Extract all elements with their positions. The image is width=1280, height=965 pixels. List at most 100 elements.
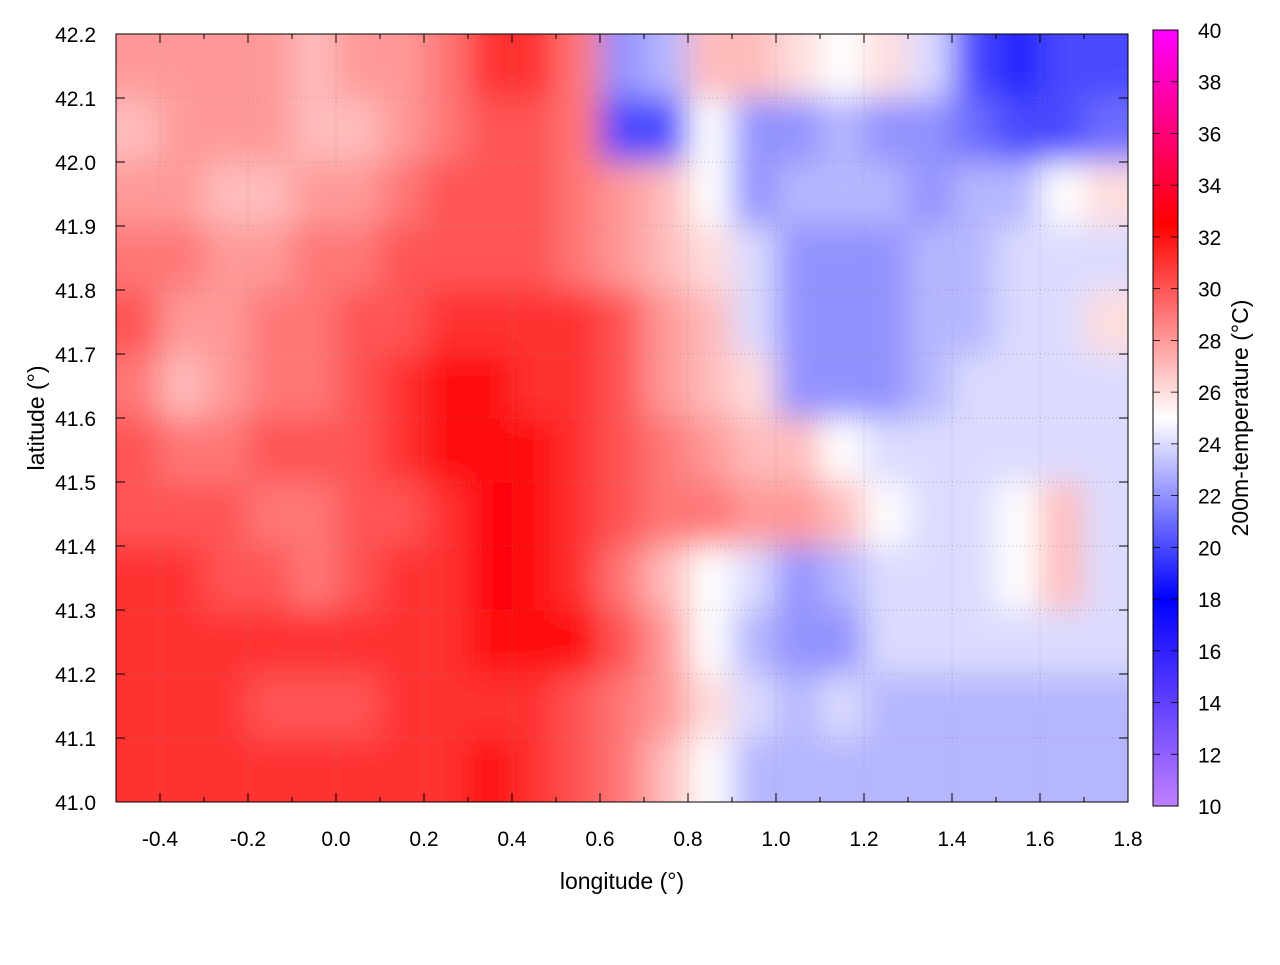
heatmap-cell	[908, 610, 953, 675]
heatmap-cell	[204, 226, 249, 291]
heatmap-cell	[644, 482, 689, 547]
heatmap-cell	[380, 738, 425, 802]
heatmap-cell	[776, 674, 821, 739]
heatmap-cell	[468, 674, 513, 739]
heatmap-cell	[820, 98, 865, 163]
heatmap-cell	[248, 674, 293, 739]
heatmap-cell	[468, 226, 513, 291]
heatmap-cell	[732, 418, 777, 483]
heatmap-cell	[864, 354, 909, 419]
heatmap-cell	[688, 418, 733, 483]
heatmap-cell	[776, 482, 821, 547]
heatmap-cell	[864, 162, 909, 227]
heatmap-cell	[424, 418, 469, 483]
heatmap-cell	[864, 610, 909, 675]
x-axis-label: longitude (°)	[560, 868, 684, 894]
heatmap-cell	[556, 354, 601, 419]
colorbar-tick-label: 40	[1198, 20, 1221, 43]
colorbar-tick-label: 10	[1198, 796, 1221, 819]
heatmap-cell	[996, 674, 1041, 739]
heatmap-cell	[556, 610, 601, 675]
heatmap-cell	[1084, 610, 1128, 675]
x-tick-label: 0.4	[497, 828, 527, 851]
heatmap-cell	[600, 290, 645, 355]
heatmap-cell	[864, 226, 909, 291]
heatmap-cell	[292, 162, 337, 227]
heatmap-cell	[380, 98, 425, 163]
heatmap-cell	[864, 738, 909, 802]
heatmap-cell	[820, 354, 865, 419]
colorbar-tick-label: 36	[1198, 123, 1221, 146]
heatmap-cell	[776, 354, 821, 419]
y-tick-label: 42.0	[55, 152, 96, 175]
heatmap-cell	[160, 226, 205, 291]
heatmap-cell	[556, 738, 601, 802]
heatmap-cell	[292, 34, 337, 99]
colorbar-tick-label: 34	[1198, 175, 1222, 198]
heatmap-cell	[1040, 738, 1085, 802]
heatmap-cell	[424, 610, 469, 675]
heatmap-cell	[556, 34, 601, 99]
heatmap-cell	[1084, 418, 1128, 483]
heatmap-cell	[204, 610, 249, 675]
heatmap-cell	[864, 290, 909, 355]
heatmap-cell	[292, 610, 337, 675]
y-tick-label: 41.2	[55, 664, 96, 687]
heatmap-cell	[952, 290, 997, 355]
heatmap-cell	[204, 418, 249, 483]
heatmap-cell	[952, 226, 997, 291]
x-tick-label: -0.4	[142, 828, 179, 851]
heatmap-cell	[952, 354, 997, 419]
heatmap-cell	[688, 98, 733, 163]
heatmap-cell	[1084, 482, 1128, 547]
heatmap-cell	[160, 610, 205, 675]
heatmap-cell	[116, 290, 161, 355]
heatmap-cell	[292, 546, 337, 611]
heatmap-cell	[1040, 482, 1085, 547]
heatmap-cell	[908, 418, 953, 483]
heatmap-cell	[688, 546, 733, 611]
heatmap-cell	[336, 546, 381, 611]
heatmap-cell	[380, 354, 425, 419]
colorbar	[1152, 29, 1179, 807]
heatmap-cell	[908, 290, 953, 355]
colorbar-tick-label: 20	[1198, 537, 1221, 560]
heatmap-cell	[424, 546, 469, 611]
heatmap-cell	[292, 674, 337, 739]
heatmap-cell	[996, 546, 1041, 611]
heatmap-cell	[248, 610, 293, 675]
heatmap-cell	[952, 98, 997, 163]
heatmap-cell	[336, 226, 381, 291]
heatmap-cell	[160, 290, 205, 355]
heatmap-cell	[380, 290, 425, 355]
heatmap-cell	[732, 738, 777, 802]
heatmap-cell	[292, 226, 337, 291]
heatmap-cell	[248, 482, 293, 547]
heatmap-cell	[468, 738, 513, 802]
heatmap-cell	[644, 418, 689, 483]
heatmap-cell	[424, 34, 469, 99]
heatmap-cell	[248, 738, 293, 802]
heatmap-cell	[644, 546, 689, 611]
heatmap-cell	[336, 418, 381, 483]
x-tick-label: 1.6	[1025, 828, 1054, 851]
heatmap-cell	[204, 354, 249, 419]
heatmap-cell	[380, 674, 425, 739]
heatmap-cell	[556, 482, 601, 547]
heatmap-cell	[468, 610, 513, 675]
heatmap-cell	[732, 226, 777, 291]
heatmap-cell	[556, 290, 601, 355]
heatmap-cell	[512, 738, 557, 802]
heatmap-cell	[1084, 98, 1128, 163]
heatmap-cell	[468, 98, 513, 163]
heatmap-cell	[292, 98, 337, 163]
x-tick-label: 0.2	[409, 828, 438, 851]
heatmap-cell	[468, 482, 513, 547]
heatmap-cell	[644, 34, 689, 99]
heatmap-cell	[688, 34, 733, 99]
heatmap-cell	[1084, 354, 1128, 419]
heatmap-cell	[468, 546, 513, 611]
heatmap-cell	[556, 226, 601, 291]
y-tick-label: 42.2	[55, 24, 96, 47]
y-tick-label: 41.6	[55, 408, 96, 431]
